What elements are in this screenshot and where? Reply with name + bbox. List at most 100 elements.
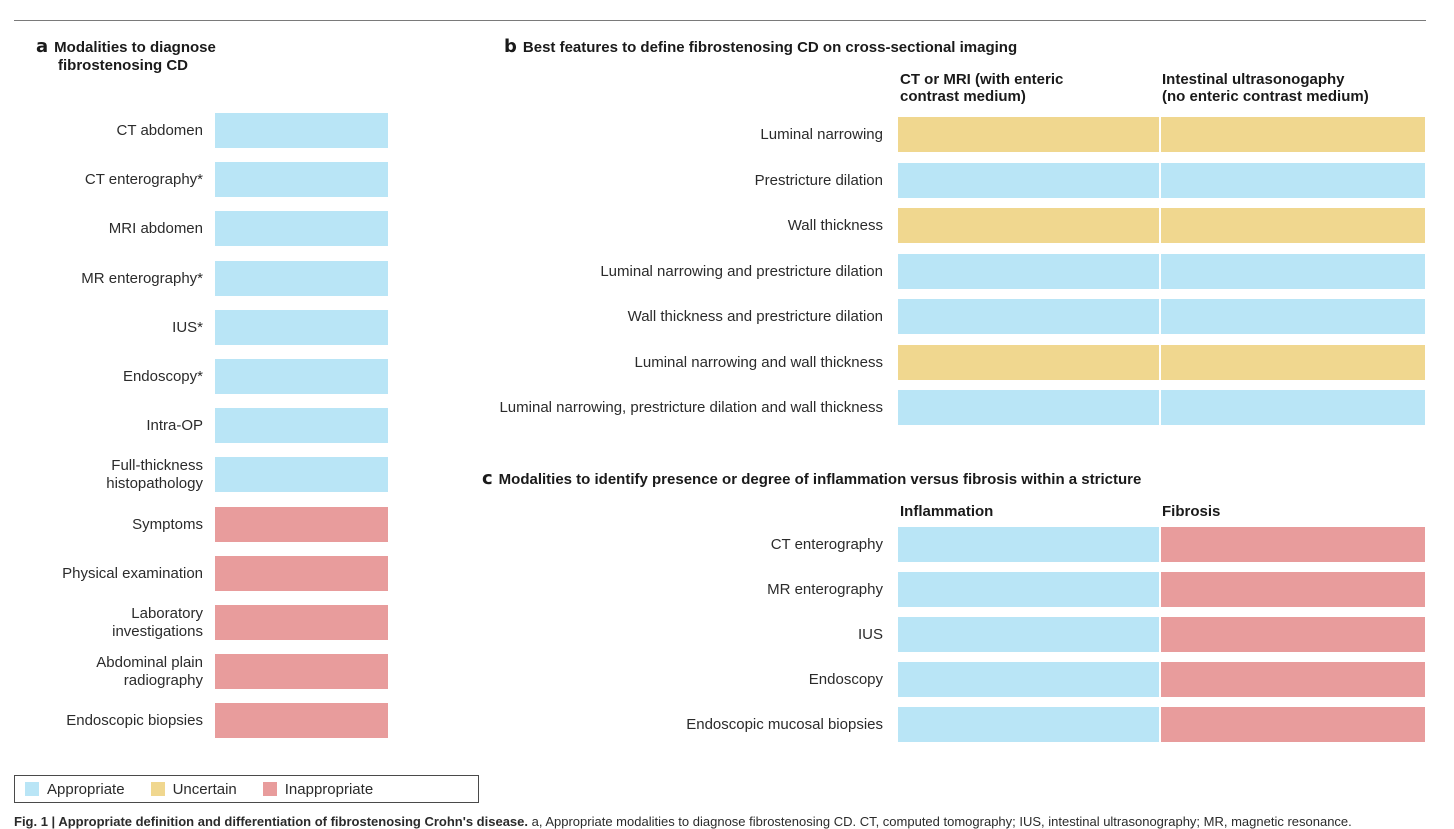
panel-b-row-label-luminal-narrowing: Luminal narrowing [760, 126, 883, 143]
panel-c-col-2-head: Fibrosis [1162, 503, 1221, 520]
panel-b-title: b Best features to define fibrostenosing … [504, 38, 1017, 57]
legend-item-inappropriate: Inappropriate [262, 780, 374, 798]
panel-b-cell-appropriate [1161, 254, 1425, 289]
panel-b-cell-appropriate [898, 390, 1159, 425]
panel-c-cell-inappropriate [1161, 572, 1425, 607]
panel-a-title-line2: fibrostenosing CD [58, 57, 188, 74]
panel-b-cell-uncertain [1161, 117, 1425, 152]
panel-c-row-label-ius: IUS [857, 626, 883, 643]
row-label-line: radiography [123, 672, 203, 689]
panel-a-cell-appropriate [215, 457, 388, 492]
legend-item-uncertain: Uncertain [150, 780, 237, 798]
panel-a-row-label-symptoms: Symptoms [132, 516, 203, 533]
caption-text: a, Appropriate modalities to diagnose fi… [528, 814, 1352, 829]
panel-b-row-label-wall-thickness: Wall thickness [787, 217, 883, 234]
panel-a-row-label-mr-enterography: MR enterography* [81, 270, 203, 287]
row-label-line: Full-thickness [111, 457, 203, 474]
panel-a-cell-appropriate [215, 211, 388, 246]
panel-a-cell-inappropriate [215, 556, 388, 591]
legend-item-appropriate: Appropriate [25, 781, 125, 798]
panel-c-cell-appropriate [898, 617, 1159, 652]
caption-bold: Fig. 1 | Appropriate definition and diff… [14, 814, 528, 829]
legend-label-inappropriate: Inappropriate [284, 780, 374, 798]
panel-b-col-1-head: CT or MRI (with enteric contrast medium) [900, 71, 1063, 105]
panel-c-letter: c [482, 468, 493, 489]
legend-label-uncertain: Uncertain [172, 780, 237, 798]
panel-b-row-label-luminal-narrowing-and-wall-thickness: Luminal narrowing and wall thickness [634, 354, 883, 371]
panel-a-row-label-physical-examination: Physical examination [62, 565, 203, 582]
panel-c-cell-appropriate [898, 662, 1159, 697]
panel-b-cell-appropriate [898, 299, 1159, 334]
panel-b-cell-uncertain [1161, 208, 1425, 243]
panel-b-cell-uncertain [898, 117, 1159, 152]
panel-a-cell-inappropriate [215, 654, 388, 689]
panel-a-cell-appropriate [215, 310, 388, 345]
panel-b-cell-appropriate [898, 163, 1159, 198]
panel-c-row-label-mr-enterography: MR enterography [767, 581, 883, 598]
panel-b-cell-uncertain [898, 208, 1159, 243]
panel-b-cell-appropriate [898, 254, 1159, 289]
panel-a-row-label-abdominal-plain-radiography: Abdominal plain radiography [96, 654, 203, 690]
panel-b-letter: b [504, 36, 517, 57]
panel-c-title-text: Modalities to identify presence or degre… [498, 471, 1142, 488]
panel-c-col-1-head: Inflammation [900, 503, 994, 520]
top-rule [14, 20, 1426, 21]
panel-a-row-label-mri-abdomen: MRI abdomen [108, 220, 203, 237]
panel-a-row-label-full-thickness-histopathology: Full-thickness histopathology [106, 457, 203, 493]
panel-a-cell-appropriate [215, 261, 388, 296]
panel-b-cell-appropriate [1161, 163, 1425, 198]
panel-b-row-label-prestricture-dilation: Prestricture dilation [754, 172, 883, 189]
row-label-line: histopathology [106, 475, 203, 492]
panel-b-cell-uncertain [1161, 345, 1425, 380]
panel-b-row-label-wall-thickness-and-prestricture-dilation: Wall thickness and prestricture dilation [627, 308, 883, 325]
panel-b-cell-appropriate [1161, 299, 1425, 334]
panel-a-cell-appropriate [215, 359, 388, 394]
panel-a-cell-inappropriate [215, 507, 388, 542]
legend-label-appropriate: Appropriate [47, 780, 125, 798]
panel-b-col-2-head: Intestinal ultrasonogaphy (no enteric co… [1162, 71, 1369, 105]
panel-a-row-label-endoscopy: Endoscopy* [122, 368, 203, 385]
panel-b-cell-appropriate [1161, 390, 1425, 425]
panel-b-col-1-line2: contrast medium) [900, 88, 1026, 105]
figure-caption: Fig. 1 | Appropriate definition and diff… [14, 814, 1444, 829]
panel-c-row-label-endoscopy: Endoscopy [808, 671, 883, 688]
panel-a-row-label-ius: IUS* [172, 319, 203, 336]
panel-c-cell-appropriate [898, 707, 1159, 742]
panel-a-row-label-intra-op: Intra-OP [146, 417, 203, 434]
panel-a-title: a Modalities to diagnose fibrostenosing C… [36, 38, 216, 75]
panel-c-cell-inappropriate [1161, 707, 1425, 742]
legend-swatch-uncertain [150, 782, 165, 796]
panel-b-col-2-line1: Intestinal ultrasonogaphy [1162, 71, 1345, 88]
panel-b-col-1-line1: CT or MRI (with enteric [900, 71, 1064, 88]
panel-c-cell-appropriate [898, 527, 1159, 562]
panel-a-row-label-laboratory-investigations: Laboratory investigations [112, 605, 203, 641]
row-label-line: investigations [112, 623, 203, 640]
panel-c-cell-inappropriate [1161, 617, 1425, 652]
panel-a-row-label-ct-abdomen: CT abdomen [116, 122, 203, 139]
legend-swatch-appropriate [25, 782, 39, 796]
panel-b-col-2-line2: (no enteric contrast medium) [1162, 88, 1369, 105]
panel-b-title-text: Best features to define fibrostenosing C… [522, 39, 1018, 56]
legend: Appropriate Uncertain Inappropriate [14, 775, 479, 803]
panel-c-row-label-endoscopic-mucosal-biopsies: Endoscopic mucosal biopsies [686, 716, 883, 733]
panel-c-cell-inappropriate [1161, 662, 1425, 697]
panel-a-cell-appropriate [215, 162, 388, 197]
panel-c-row-label-ct-enterography: CT enterography [770, 536, 883, 553]
panel-a-cell-inappropriate [215, 703, 388, 738]
panel-a-letter: a [36, 36, 49, 57]
panel-a-cell-appropriate [215, 113, 388, 148]
panel-c-cell-appropriate [898, 572, 1159, 607]
panel-a-row-label-endoscopic-biopsies: Endoscopic biopsies [66, 712, 203, 729]
panel-a-cell-appropriate [215, 408, 388, 443]
panel-a-row-label-ct-enterography: CT enterography* [84, 171, 203, 188]
panel-b-cell-uncertain [898, 345, 1159, 380]
row-label-line: Laboratory [131, 605, 203, 622]
row-label-line: Abdominal plain [96, 654, 203, 671]
panel-a-cell-inappropriate [215, 605, 388, 640]
panel-b-row-label-luminal-narrowing-and-prestricture-dilation: Luminal narrowing and prestricture dilat… [600, 263, 883, 280]
panel-c-title: c Modalities to identify presence or degr… [482, 470, 1141, 489]
panel-a-title-line1: Modalities to diagnose [54, 39, 216, 56]
legend-swatch-inappropriate [262, 782, 277, 796]
panel-c-cell-inappropriate [1161, 527, 1425, 562]
